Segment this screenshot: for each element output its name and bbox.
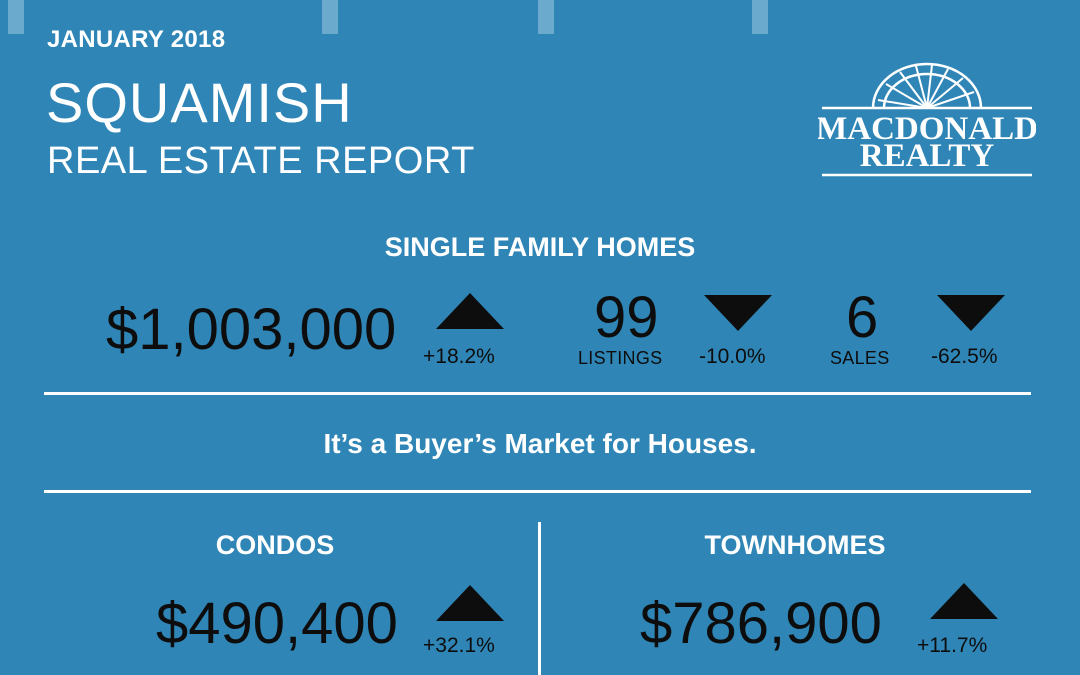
townhomes-price-change: +11.7% bbox=[917, 634, 988, 657]
city-title: SQUAMISH bbox=[46, 71, 353, 134]
sales-value: 6 bbox=[846, 285, 879, 350]
single-family-price: $1,003,000 bbox=[106, 297, 397, 362]
market-note: It’s a Buyer’s Market for Houses. bbox=[323, 428, 757, 459]
trend-down-icon bbox=[704, 295, 772, 331]
decorative-tab bbox=[8, 0, 24, 34]
condos-price: $490,400 bbox=[156, 591, 398, 656]
divider bbox=[44, 392, 1031, 395]
trend-up-icon bbox=[436, 585, 504, 621]
condos-heading: CONDOS bbox=[215, 530, 335, 560]
single-family-heading: SINGLE FAMILY HOMES bbox=[384, 232, 696, 262]
report-subtitle: REAL ESTATE REPORT bbox=[47, 140, 475, 182]
sales-label: SALES bbox=[830, 348, 890, 368]
trend-up-icon bbox=[436, 293, 504, 329]
divider bbox=[44, 490, 1031, 493]
listings-change: -10.0% bbox=[699, 345, 766, 368]
townhomes-heading: TOWNHOMES bbox=[704, 530, 886, 560]
decorative-tab bbox=[538, 0, 554, 34]
trend-up-icon bbox=[930, 583, 998, 619]
townhomes-price: $786,900 bbox=[640, 591, 882, 656]
macdonald-realty-logo: MACDONALD REALTY bbox=[816, 60, 1038, 180]
listings-label: LISTINGS bbox=[578, 348, 663, 368]
logo-line2: REALTY bbox=[860, 138, 995, 174]
listings-value: 99 bbox=[594, 285, 659, 350]
sales-change: -62.5% bbox=[931, 345, 998, 368]
logo-line1: MACDONALD bbox=[818, 111, 1036, 147]
trend-down-icon bbox=[937, 295, 1005, 331]
vertical-divider bbox=[538, 522, 541, 675]
report-date: JANUARY 2018 bbox=[47, 26, 226, 53]
single-family-price-change: +18.2% bbox=[423, 345, 495, 368]
decorative-tab bbox=[322, 0, 338, 34]
condos-price-change: +32.1% bbox=[423, 634, 495, 657]
decorative-tab bbox=[752, 0, 768, 34]
